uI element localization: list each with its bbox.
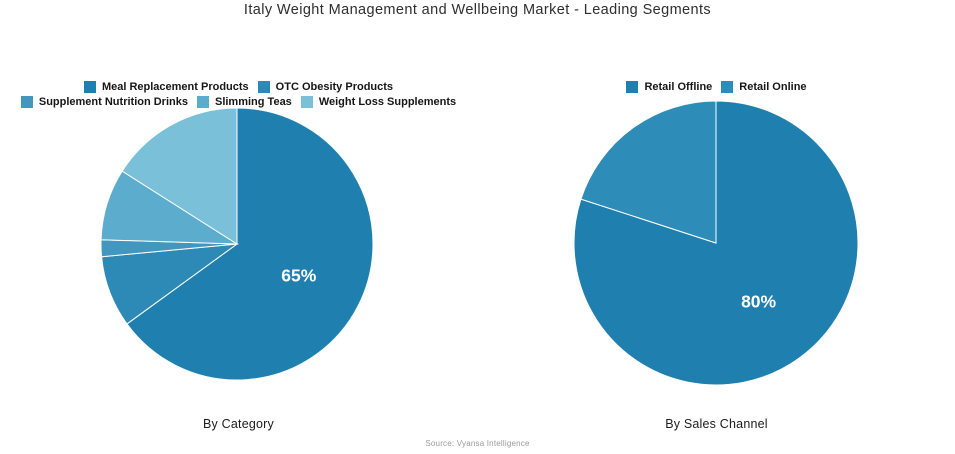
- page-title: Italy Weight Management and Wellbeing Ma…: [243, 2, 712, 18]
- chart-caption-by-sales-channel: By Sales Channel: [665, 417, 768, 431]
- pie-slice-retail-online[interactable]: [580, 100, 717, 244]
- legend-label: Meal Replacement Products: [101, 80, 249, 93]
- legend-label: OTC Obesity Products: [275, 80, 394, 93]
- legend-item-slimming-teas[interactable]: Slimming Teas: [196, 95, 292, 108]
- legend-row: Meal Replacement Products OTC Obesity Pro…: [0, 79, 477, 94]
- legend-swatch-icon: [626, 80, 639, 93]
- pie-percent-label-meal-replacement-products: 65%: [281, 266, 316, 286]
- legend-label: Supplement Nutrition Drinks: [38, 95, 188, 108]
- legend-label: Slimming Teas: [214, 95, 292, 108]
- pie-chart-by-sales-channel: 80%: [573, 100, 859, 386]
- legend-swatch-icon: [300, 95, 313, 108]
- legend-item-retail-offline[interactable]: Retail Offline: [626, 80, 713, 93]
- legend-swatch-icon: [257, 80, 270, 93]
- pie-chart-by-category: 65%: [100, 107, 374, 381]
- legend-by-sales-channel: Retail Offline Retail Online: [478, 79, 955, 94]
- pie-slice-meal-replacement-products[interactable]: [126, 107, 374, 381]
- legend-label: Retail Offline: [644, 80, 713, 93]
- legend-row: Supplement Nutrition Drinks Slimming Teas…: [0, 94, 477, 109]
- legend-by-category: Meal Replacement Products OTC Obesity Pro…: [0, 79, 477, 109]
- legend-item-weight-loss-supplements[interactable]: Weight Loss Supplements: [300, 95, 457, 108]
- legend-swatch-icon: [83, 80, 96, 93]
- legend-swatch-icon: [20, 95, 33, 108]
- legend-item-otc-obesity-products[interactable]: OTC Obesity Products: [257, 80, 394, 93]
- chart-panel-by-sales-channel: Retail Offline Retail Online 80% By Sales…: [478, 0, 955, 454]
- chart-panel-by-category: Meal Replacement Products OTC Obesity Pro…: [0, 0, 477, 454]
- legend-item-meal-replacement-products[interactable]: Meal Replacement Products: [83, 80, 249, 93]
- legend-row: Retail Offline Retail Online: [478, 79, 955, 94]
- legend-label: Weight Loss Supplements: [318, 95, 457, 108]
- legend-label: Retail Online: [739, 80, 807, 93]
- legend-item-retail-online[interactable]: Retail Online: [721, 80, 807, 93]
- legend-item-supplement-nutrition-drinks[interactable]: Supplement Nutrition Drinks: [20, 95, 188, 108]
- pie-slice-weight-loss-supplements[interactable]: [121, 107, 238, 245]
- chart-caption-by-category: By Category: [203, 417, 274, 431]
- legend-swatch-icon: [196, 95, 209, 108]
- source-note: Source: Vyansa Intelligence: [425, 439, 530, 448]
- pie-percent-label-retail-offline: 80%: [741, 292, 776, 312]
- legend-swatch-icon: [721, 80, 734, 93]
